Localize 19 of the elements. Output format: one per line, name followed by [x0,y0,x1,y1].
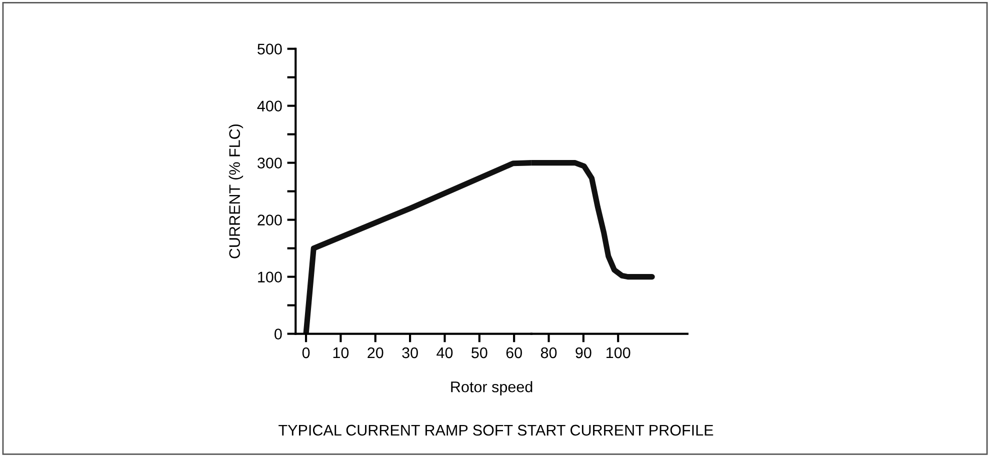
x-tick-label: 60 [506,347,522,358]
x-axis-title: Rotor speed [451,381,532,396]
x-tick-label: 100 [606,347,630,358]
x-tick-label: 90 [576,347,592,358]
x-tick-label: 50 [472,347,488,358]
y-tick-label: 0 [274,328,282,340]
x-tick-label: 0 [302,347,310,358]
y-tick-label: 300 [258,158,282,168]
y-tick-label: 200 [258,214,282,226]
y-axis-title: CURRENT (% FLC) [228,124,244,258]
x-tick-label: 40 [436,347,453,358]
text: TYPICAL CURRENT RAMP SOFT START CURRENT PROFILE [278,424,714,436]
x-tick-label: 30 [402,347,418,358]
x-tick-label: 20 [368,347,384,358]
y-tick-label: 500 [258,44,282,54]
x-tick-label: 10 [333,347,349,358]
y-tick-label: 100 [258,272,282,282]
x-tick-label: 80 [540,347,557,358]
y-tick-label: 400 [257,100,282,112]
